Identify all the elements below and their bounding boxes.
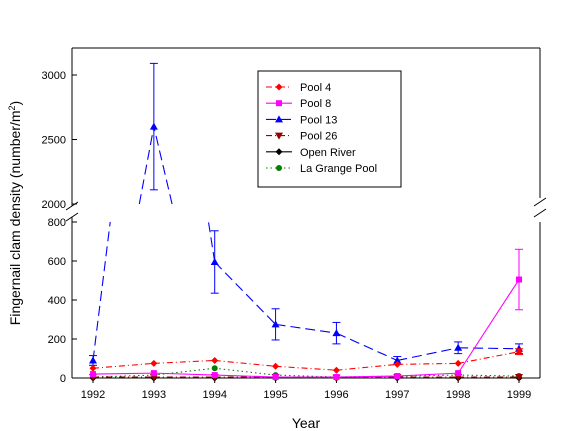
legend-entries: Pool 4 Pool 8 Pool 13 Pool 26 Open River La G…: [266, 82, 377, 175]
y-tick-label-2000: 2000: [42, 199, 66, 211]
y-tick-label-200: 200: [48, 334, 66, 346]
legend-label-pool-13: Pool 13: [300, 114, 337, 126]
point-pool-8-1999: [516, 276, 522, 283]
series-line-pool-4-1996: [336, 363, 398, 371]
x-tick-label-1995: 1995: [263, 389, 287, 401]
series-line-la-grange-pool-1992: [92, 374, 154, 378]
series-line-pool-4-1998: [458, 351, 520, 364]
series-line-pool-13-1997: [397, 347, 459, 361]
series-line-pool-13-1996: [336, 332, 398, 361]
legend-label-la-grange-pool: La Grange Pool: [300, 163, 377, 175]
point-pool-4-1995: [272, 362, 280, 370]
y-tick-label-0: 0: [60, 373, 66, 385]
series-line-pool-4-1994: [214, 359, 276, 367]
series-line-pool-8-1993: [153, 372, 215, 376]
point-pool-13-1997: [393, 356, 402, 364]
point-la-grange-pool-1994: [211, 365, 218, 372]
x-tick-label-1992: 1992: [81, 389, 105, 401]
point-pool-13-1996: [332, 329, 341, 337]
legend-label-pool-4: Pool 4: [300, 82, 331, 94]
y-axis-title-end: ): [7, 101, 23, 106]
point-pool-8-1997: [394, 373, 401, 380]
y-tick-label-800: 800: [48, 217, 66, 229]
point-pool-4-1998: [454, 359, 462, 367]
axis-break-mark-right-upper: [533, 197, 547, 207]
legend-marker-pool-26: [275, 132, 283, 140]
legend-marker-pool-13: [275, 115, 283, 123]
legend: Pool 4 Pool 8 Pool 13 Pool 26 Open River La G…: [257, 70, 402, 188]
point-pool-26-1999: [515, 374, 523, 382]
series-pool-8: [90, 248, 523, 381]
series-line-pool-13-1993-lower: [207, 221, 216, 263]
y-tick-label-600: 600: [48, 256, 66, 268]
x-tick-label-1996: 1996: [324, 389, 348, 401]
y-axis-title-superscript: 2: [7, 105, 17, 110]
point-pool-13-1993: [149, 122, 158, 130]
series-layer: [89, 62, 523, 382]
series-pool-13: [89, 62, 523, 366]
series-line-pool-8-1992: [92, 372, 154, 375]
legend-marker-la-grange-pool: [276, 165, 282, 171]
point-pool-4-1993: [150, 359, 158, 367]
series-line-pool-4-1992: [92, 362, 154, 369]
point-pool-13-1998: [454, 343, 463, 351]
point-pool-4-1992: [89, 364, 97, 372]
legend-label-pool-8: Pool 8: [300, 98, 331, 110]
series-line-pool-8-1996: [336, 375, 398, 378]
axis-break-mark-right-lower: [533, 208, 547, 218]
y-tick-label-2500: 2500: [42, 135, 66, 147]
point-pool-4-1997: [393, 360, 401, 368]
point-pool-8-1993: [150, 370, 157, 377]
series-line-pool-13-1992-lower: [92, 221, 111, 361]
series-line-la-grange-pool-1994: [214, 367, 276, 376]
point-pool-8-1995: [272, 374, 279, 381]
legend-label-open-river: Open River: [300, 147, 356, 159]
series-line-pool-26-1996: [336, 376, 398, 379]
point-pool-4-1994: [211, 356, 219, 364]
legend-label-pool-26: Pool 26: [300, 131, 337, 143]
y-axis-title-main: Fingernail clam density (number/m: [7, 110, 23, 325]
series-line-pool-8-1997: [397, 372, 459, 377]
series-line-pool-8-1998: [457, 279, 520, 374]
axis-break-mark-left-lower: [65, 212, 79, 222]
point-pool-13-1994: [210, 257, 219, 265]
series-line-pool-13-1992-upper: [138, 126, 155, 205]
point-pool-4-1999: [515, 348, 523, 356]
series-line-pool-4-1995: [275, 365, 337, 371]
x-tick-label-1993: 1993: [142, 389, 166, 401]
point-pool-4-1996: [332, 366, 340, 374]
legend-marker-pool-4: [275, 83, 283, 91]
series-line-la-grange-pool-1998: [458, 374, 520, 377]
point-pool-8-1994: [211, 372, 218, 379]
series-line-pool-13-1994: [214, 261, 276, 325]
legend-marker-open-river: [275, 148, 283, 156]
series-pool-4: [89, 348, 523, 374]
x-tick-label-1994: 1994: [202, 389, 226, 401]
point-pool-13-1995: [271, 320, 280, 328]
series-line-pool-13-1998: [458, 347, 520, 350]
series-line-pool-8-1994: [214, 374, 276, 378]
x-tick-label-1998: 1998: [446, 389, 470, 401]
series-line-pool-13-1993-upper: [153, 126, 173, 205]
axis-break-mark-left-upper: [65, 201, 79, 211]
y-axis: 0 200 400 600 800 2000 2500 3000: [42, 70, 77, 385]
series-line-pool-13-1995: [275, 323, 337, 334]
series-line-pool-4-1997: [397, 362, 459, 365]
x-axis-title: Year: [292, 415, 321, 431]
x-tick-label-1997: 1997: [385, 389, 409, 401]
y-tick-label-3000: 3000: [42, 70, 66, 82]
point-pool-8-1996: [333, 374, 340, 381]
x-axis: 1992 1993 1994 1995 1996 1997 1998 1999: [81, 378, 531, 401]
series-line-pool-4-1993: [153, 359, 215, 364]
legend-marker-pool-8: [276, 100, 282, 107]
point-pool-8-1998: [455, 370, 462, 377]
y-tick-label-400: 400: [48, 295, 66, 307]
x-tick-label-1999: 1999: [507, 389, 531, 401]
y-axis-title: Fingernail clam density (number/m2): [7, 101, 23, 325]
point-pool-13-1992: [89, 356, 97, 364]
point-pool-8-1992: [90, 371, 96, 378]
